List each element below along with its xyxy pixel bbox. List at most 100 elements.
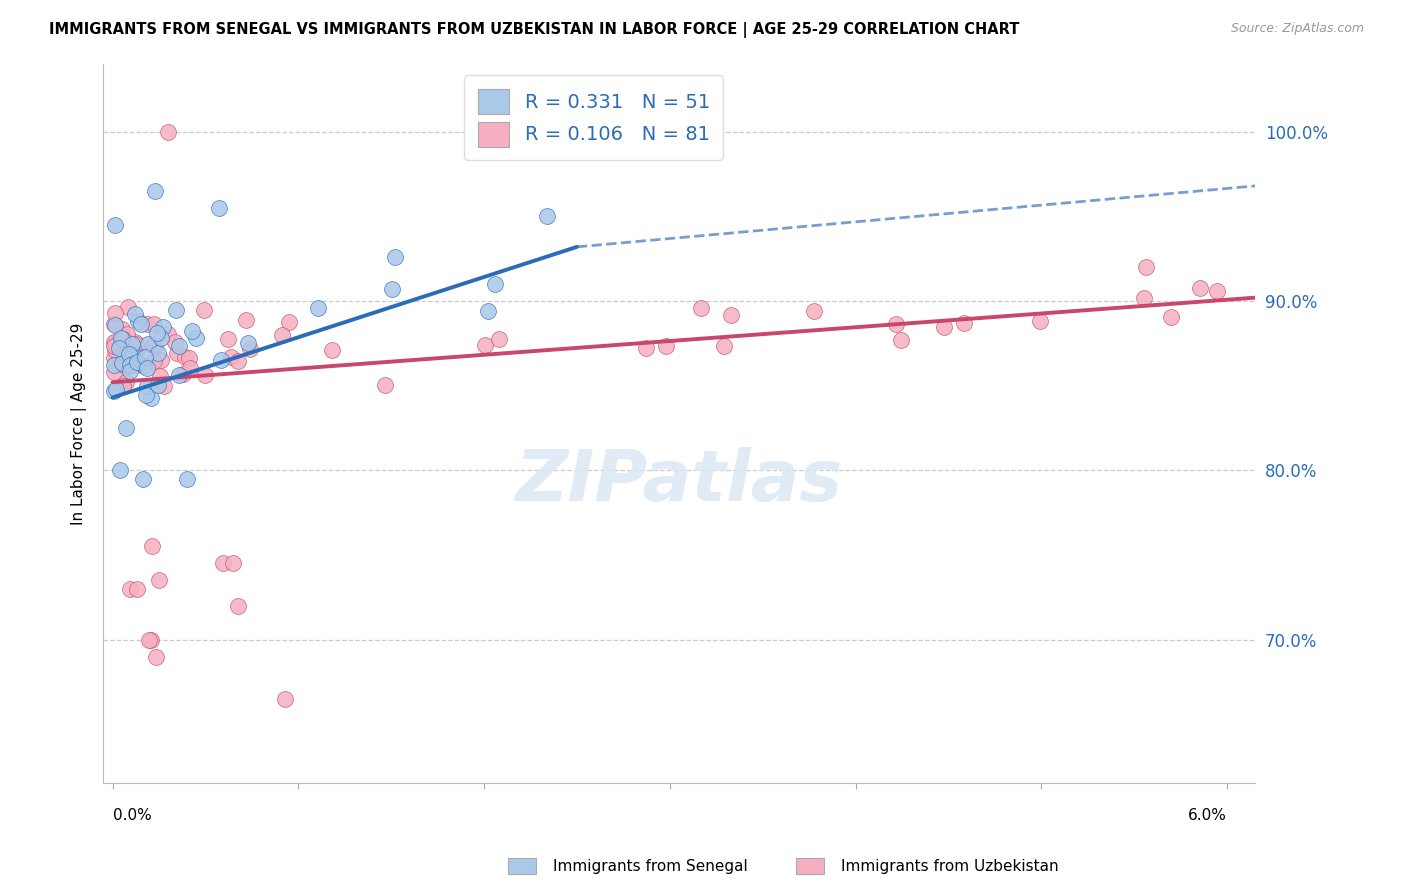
Point xyxy=(127,314,149,328)
Point xyxy=(181,324,204,338)
Point xyxy=(143,317,166,331)
Point xyxy=(118,347,141,361)
Point xyxy=(129,317,152,331)
Point xyxy=(118,348,141,362)
Point xyxy=(125,337,148,351)
Point xyxy=(156,326,179,341)
Point xyxy=(136,379,159,393)
Point xyxy=(117,359,139,374)
Point xyxy=(165,303,187,318)
Point xyxy=(152,320,174,334)
Point xyxy=(135,360,157,375)
Text: 0.0%: 0.0% xyxy=(112,808,152,823)
Point xyxy=(209,353,232,368)
Point xyxy=(112,359,135,373)
Point xyxy=(135,387,157,401)
Point xyxy=(117,349,139,363)
Point xyxy=(149,369,172,384)
Point xyxy=(146,326,169,340)
Point xyxy=(118,364,141,378)
Point xyxy=(104,335,127,350)
Point xyxy=(932,319,955,334)
Y-axis label: In Labor Force | Age 25-29: In Labor Force | Age 25-29 xyxy=(72,323,87,525)
Point xyxy=(488,332,510,346)
Point xyxy=(953,316,976,330)
Point xyxy=(122,357,145,371)
Point xyxy=(169,339,191,353)
Point xyxy=(139,632,162,647)
Point xyxy=(208,201,231,215)
Point xyxy=(179,361,201,376)
Point xyxy=(380,282,402,296)
Point xyxy=(115,345,138,359)
Point xyxy=(219,350,242,364)
Point xyxy=(194,368,217,382)
Point xyxy=(124,335,146,350)
Point xyxy=(193,303,215,318)
Point xyxy=(103,384,125,398)
Point xyxy=(1206,284,1229,298)
Point xyxy=(654,339,676,353)
Point xyxy=(121,349,143,363)
Point xyxy=(121,336,143,351)
Point xyxy=(136,336,159,351)
Text: IMMIGRANTS FROM SENEGAL VS IMMIGRANTS FROM UZBEKISTAN IN LABOR FORCE | AGE 25-29: IMMIGRANTS FROM SENEGAL VS IMMIGRANTS FR… xyxy=(49,22,1019,38)
Point xyxy=(1135,260,1157,275)
Point xyxy=(117,300,139,314)
Point xyxy=(104,318,127,333)
Point xyxy=(134,350,156,364)
Point xyxy=(1133,291,1156,305)
Point xyxy=(103,334,125,349)
Point xyxy=(484,277,506,291)
Point xyxy=(217,332,239,346)
Point xyxy=(103,339,125,353)
Point xyxy=(108,341,131,355)
Point xyxy=(112,345,135,359)
Point xyxy=(103,318,125,332)
Point xyxy=(141,391,163,405)
Point xyxy=(226,599,249,613)
Point xyxy=(110,331,132,345)
Point xyxy=(143,184,166,198)
Point xyxy=(134,359,156,373)
Point xyxy=(222,557,245,571)
Point xyxy=(111,332,134,346)
Point xyxy=(163,334,186,349)
Point xyxy=(239,342,262,356)
Point xyxy=(321,343,343,358)
Text: 6.0%: 6.0% xyxy=(1188,808,1227,823)
Point xyxy=(278,315,301,329)
Point xyxy=(122,348,145,362)
Point xyxy=(169,368,191,382)
Point xyxy=(142,338,165,352)
Point xyxy=(146,346,169,360)
Point xyxy=(143,354,166,368)
Point xyxy=(114,376,136,390)
Point xyxy=(184,331,207,345)
Point xyxy=(152,378,174,392)
Point xyxy=(115,326,138,341)
Point xyxy=(713,339,735,353)
Point xyxy=(146,377,169,392)
Point xyxy=(1160,310,1182,324)
Point xyxy=(120,358,142,372)
Point xyxy=(179,351,201,365)
Point xyxy=(890,333,912,347)
Point xyxy=(173,351,195,365)
Point xyxy=(103,351,125,366)
Point xyxy=(143,339,166,353)
Point xyxy=(125,582,148,596)
Point xyxy=(157,125,180,139)
Point xyxy=(115,421,138,435)
Text: Immigrants from Uzbekistan: Immigrants from Uzbekistan xyxy=(841,859,1059,873)
Point xyxy=(474,338,496,352)
Point xyxy=(149,353,172,368)
Legend: R = 0.331   N = 51, R = 0.106   N = 81: R = 0.331 N = 51, R = 0.106 N = 81 xyxy=(464,75,723,161)
Point xyxy=(720,308,742,322)
Point xyxy=(111,321,134,335)
Point xyxy=(145,649,167,664)
Point xyxy=(1189,281,1212,295)
Point xyxy=(125,343,148,357)
Point xyxy=(138,632,160,647)
Point xyxy=(166,346,188,360)
